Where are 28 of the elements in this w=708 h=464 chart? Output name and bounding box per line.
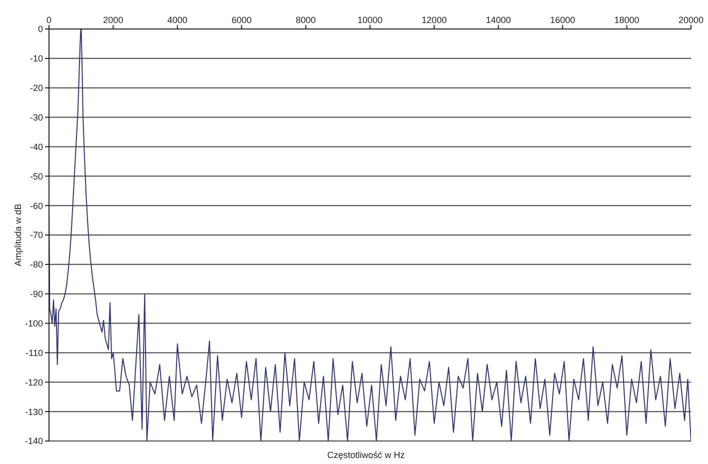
y-axis-title: Amplituda w dB bbox=[13, 204, 24, 266]
x-tick-label: 10000 bbox=[357, 15, 383, 25]
x-tick-label: 14000 bbox=[486, 15, 511, 25]
x-tick-label: 6000 bbox=[232, 15, 252, 25]
x-tick-label: 18000 bbox=[614, 15, 640, 25]
y-tick-label: -20 bbox=[30, 83, 43, 94]
y-tick-label: -40 bbox=[30, 142, 43, 152]
y-tick-label: -50 bbox=[30, 171, 43, 182]
x-tick-label: 16000 bbox=[550, 15, 576, 25]
y-tick-label: 0 bbox=[38, 24, 43, 34]
x-tick-label: 2000 bbox=[103, 15, 124, 25]
y-tick-label: -80 bbox=[30, 260, 43, 270]
x-tick-label: 0 bbox=[46, 15, 52, 25]
y-tick-label: -140 bbox=[24, 436, 43, 446]
y-tick-label: -90 bbox=[30, 289, 43, 300]
x-tick-label: 4000 bbox=[167, 15, 188, 25]
y-tick-label: -60 bbox=[30, 200, 43, 211]
x-axis-title: Częstotliwość w Hz bbox=[326, 450, 406, 460]
y-tick-label: -100 bbox=[24, 318, 43, 328]
x-tick-label: 12000 bbox=[422, 15, 447, 25]
y-tick-label: -10 bbox=[30, 54, 43, 64]
y-tick-label: -30 bbox=[30, 112, 43, 122]
y-tick-label: -110 bbox=[26, 348, 43, 358]
x-tick-label: 8000 bbox=[296, 15, 316, 25]
y-tick-label: -70 bbox=[30, 230, 43, 240]
y-tick-label: -120 bbox=[24, 377, 43, 388]
x-tick-label: 20000 bbox=[678, 15, 704, 25]
y-tick-label: -130 bbox=[24, 406, 43, 417]
